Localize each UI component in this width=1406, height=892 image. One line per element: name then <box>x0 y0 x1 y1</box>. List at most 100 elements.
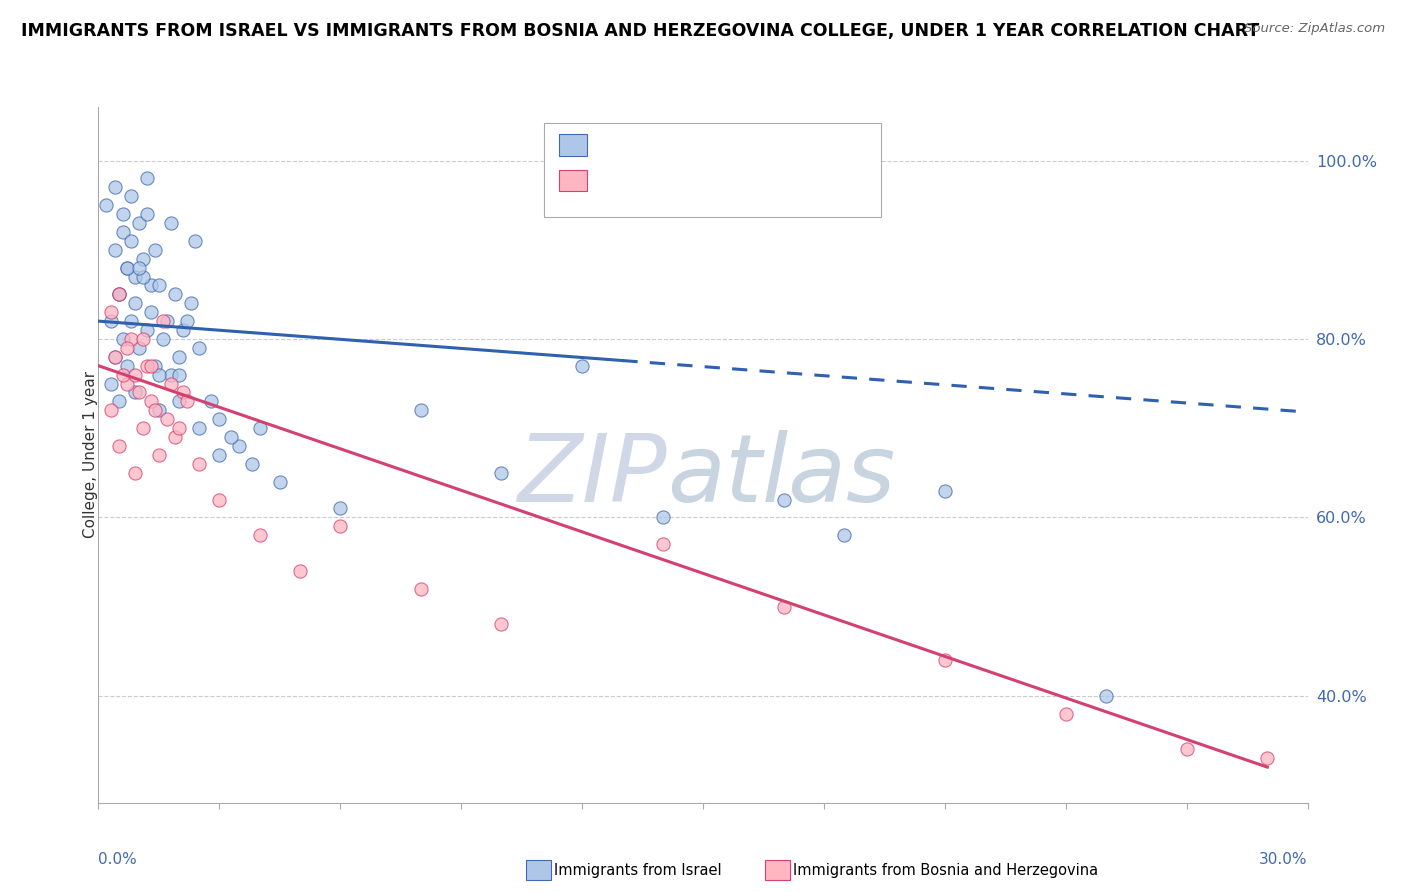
Point <box>409 582 432 596</box>
Point <box>208 492 231 507</box>
Text: 30.0%: 30.0% <box>1260 852 1308 867</box>
Point <box>329 519 352 533</box>
Point <box>772 599 794 614</box>
Point <box>651 537 673 551</box>
Point <box>124 296 146 310</box>
Point <box>1054 706 1077 721</box>
Point <box>115 359 138 373</box>
Point <box>221 430 243 444</box>
Point <box>188 421 211 435</box>
Point <box>132 252 155 266</box>
Text: atlas: atlas <box>666 430 896 521</box>
Point <box>111 207 134 221</box>
Point <box>148 448 170 462</box>
Point <box>180 296 202 310</box>
Point <box>124 368 146 382</box>
Point <box>143 243 166 257</box>
Point <box>120 234 142 248</box>
Point <box>111 225 134 239</box>
Text: IMMIGRANTS FROM ISRAEL VS IMMIGRANTS FROM BOSNIA AND HERZEGOVINA COLLEGE, UNDER : IMMIGRANTS FROM ISRAEL VS IMMIGRANTS FRO… <box>21 22 1260 40</box>
Point <box>139 278 162 293</box>
Point <box>249 528 271 542</box>
Point <box>107 394 129 409</box>
Point <box>143 359 166 373</box>
Point <box>103 180 125 194</box>
Point <box>135 323 157 337</box>
Point <box>128 216 150 230</box>
Point <box>172 323 194 337</box>
Point <box>1175 742 1198 756</box>
Point <box>934 483 956 498</box>
Point <box>163 430 186 444</box>
Point <box>115 376 138 391</box>
Point <box>139 359 162 373</box>
Point <box>188 341 211 355</box>
Text: Immigrants from Israel: Immigrants from Israel <box>554 863 721 878</box>
Point <box>135 359 157 373</box>
Point <box>156 314 179 328</box>
Point <box>176 314 198 328</box>
Text: ZIP: ZIP <box>517 430 666 521</box>
Point <box>128 260 150 275</box>
Point <box>167 368 190 382</box>
Point <box>148 368 170 382</box>
Point <box>832 528 855 542</box>
Point <box>208 448 231 462</box>
Point <box>111 332 134 346</box>
Point <box>160 376 183 391</box>
Point <box>172 385 194 400</box>
Point <box>107 287 129 301</box>
Point <box>240 457 263 471</box>
Point <box>1256 751 1278 765</box>
Point <box>1095 689 1118 703</box>
Point <box>107 439 129 453</box>
Y-axis label: College, Under 1 year: College, Under 1 year <box>83 371 97 539</box>
Point <box>100 305 122 319</box>
Point <box>491 617 513 632</box>
Point <box>115 260 138 275</box>
Text: Immigrants from Bosnia and Herzegovina: Immigrants from Bosnia and Herzegovina <box>793 863 1098 878</box>
Point <box>156 412 179 426</box>
Point <box>100 314 122 328</box>
Point <box>934 653 956 667</box>
Point <box>200 394 222 409</box>
Point <box>132 269 155 284</box>
Point <box>103 350 125 364</box>
Point <box>491 466 513 480</box>
Point <box>96 198 118 212</box>
Point <box>152 314 174 328</box>
Point <box>163 287 186 301</box>
Point <box>184 234 207 248</box>
Point <box>120 189 142 203</box>
Point <box>167 394 190 409</box>
Point <box>167 421 190 435</box>
Point <box>132 332 155 346</box>
Point <box>329 501 352 516</box>
Point <box>132 421 155 435</box>
Point <box>148 403 170 417</box>
Point <box>124 385 146 400</box>
Point <box>111 368 134 382</box>
Point <box>103 243 125 257</box>
Point <box>124 269 146 284</box>
Point <box>651 510 673 524</box>
Point <box>124 466 146 480</box>
Point <box>120 314 142 328</box>
Point <box>128 385 150 400</box>
Point <box>772 492 794 507</box>
Point <box>160 216 183 230</box>
Point <box>107 287 129 301</box>
Point <box>103 350 125 364</box>
Text: R =  -0.116   N = 67: R = -0.116 N = 67 <box>592 135 755 150</box>
Point <box>571 359 593 373</box>
Point <box>143 403 166 417</box>
Point <box>128 341 150 355</box>
Point <box>409 403 432 417</box>
Point <box>135 207 157 221</box>
Point <box>160 368 183 382</box>
Point <box>249 421 271 435</box>
Point <box>208 412 231 426</box>
Point <box>135 171 157 186</box>
Text: 0.0%: 0.0% <box>98 852 138 867</box>
Point <box>139 305 162 319</box>
